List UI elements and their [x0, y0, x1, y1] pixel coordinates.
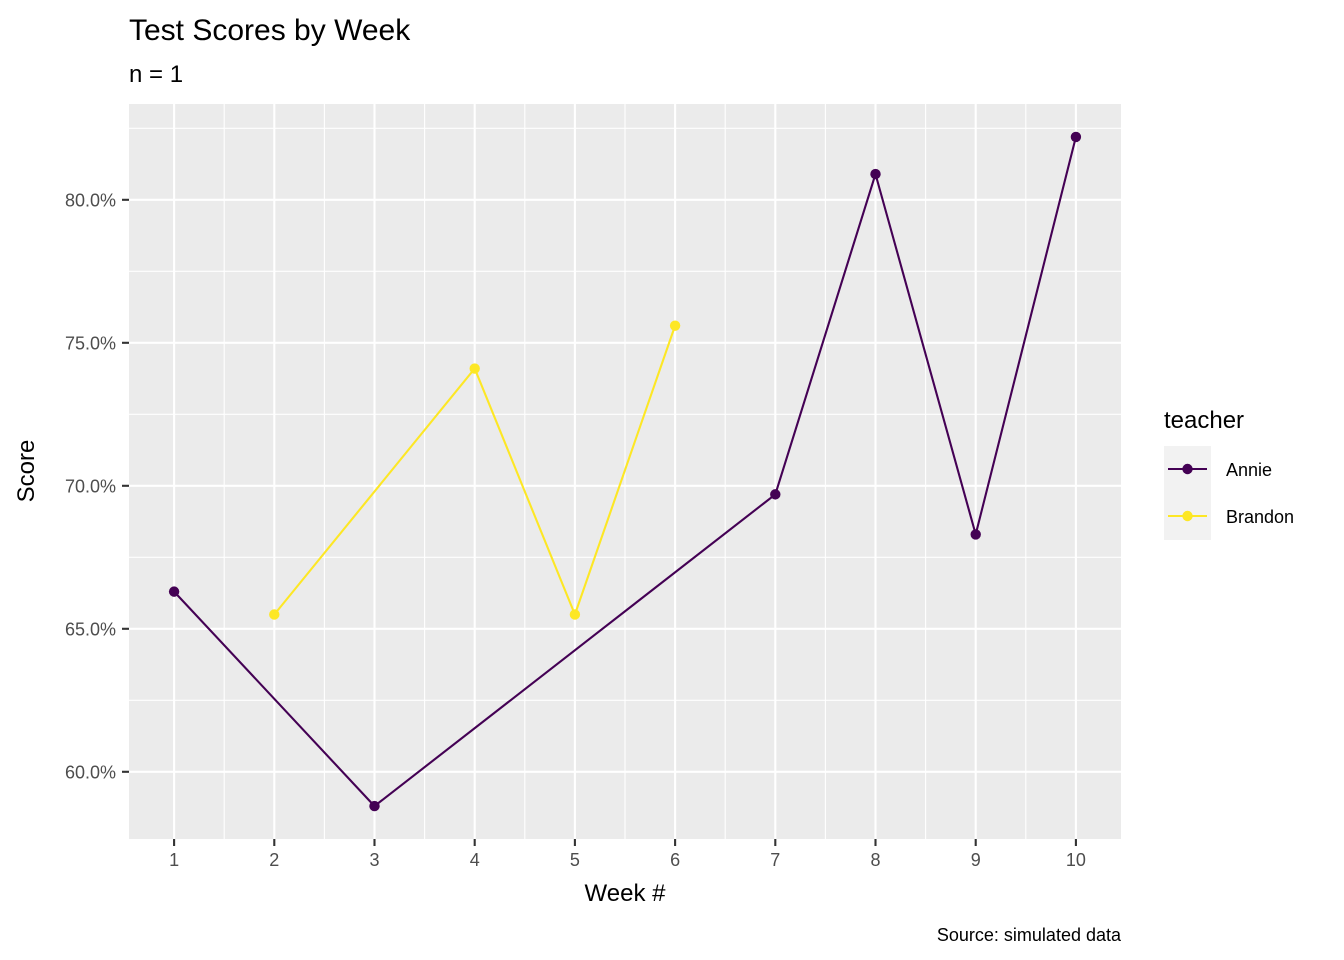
major-gridlines	[129, 104, 1121, 839]
data-point-annie	[870, 168, 881, 180]
data-point-annie	[970, 529, 981, 540]
x-tick-label: 2	[269, 850, 279, 870]
x-tick-label: 5	[570, 850, 580, 870]
y-tick-label: 60.0%	[65, 762, 116, 782]
x-tick-label: 6	[670, 850, 680, 870]
x-tick-label: 8	[870, 850, 880, 870]
data-point-brandon	[269, 609, 280, 620]
legend-key-point-brandon	[1182, 510, 1193, 522]
chart-title: Test Scores by Week	[129, 14, 411, 47]
legend-key-point-annie	[1182, 463, 1193, 475]
minor-gridlines	[129, 104, 1121, 839]
x-tick-label: 4	[470, 850, 480, 870]
x-tick-label: 1	[169, 850, 179, 870]
y-axis-title: Score	[13, 440, 40, 503]
y-axis: 60.0% 65.0% 70.0% 75.0% 80.0%	[65, 190, 129, 782]
y-tick-label: 75.0%	[65, 333, 116, 353]
x-axis: 1 2 3 4 5 6 7 8 9 10	[169, 839, 1086, 870]
legend-label-brandon: Brandon	[1226, 507, 1294, 527]
legend: teacher Annie Brandon	[1164, 407, 1294, 540]
x-tick-label: 9	[971, 850, 981, 870]
chart-subtitle: n = 1	[129, 61, 183, 88]
data-point-brandon	[669, 320, 681, 331]
legend-label-annie: Annie	[1226, 460, 1272, 480]
series-line-brandon	[273, 325, 677, 616]
y-tick-label: 65.0%	[65, 619, 116, 639]
data-point-annie	[168, 586, 180, 597]
x-axis-title: Week #	[585, 880, 667, 907]
legend-key-background	[1164, 446, 1211, 540]
series-lines	[173, 136, 1077, 808]
data-point-brandon	[569, 609, 581, 620]
series-line-annie	[173, 136, 1077, 808]
y-tick-label: 70.0%	[65, 476, 116, 496]
x-tick-label: 3	[369, 850, 379, 870]
data-point-annie	[1070, 131, 1082, 143]
data-point-brandon	[469, 363, 480, 374]
series-points	[168, 131, 1082, 812]
x-tick-label: 10	[1066, 850, 1086, 870]
legend-entry-annie: Annie	[1168, 460, 1272, 480]
x-tick-label: 7	[770, 850, 780, 870]
legend-entry-brandon: Brandon	[1168, 507, 1294, 527]
legend-title: teacher	[1164, 407, 1244, 434]
chart-caption: Source: simulated data	[937, 925, 1122, 945]
y-tick-label: 80.0%	[65, 190, 116, 210]
data-point-annie	[770, 489, 781, 500]
data-point-annie	[369, 800, 380, 812]
